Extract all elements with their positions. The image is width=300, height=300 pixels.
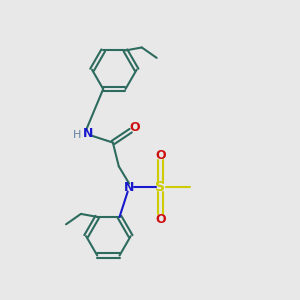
Text: O: O (155, 213, 166, 226)
Text: N: N (124, 181, 134, 194)
Text: O: O (155, 148, 166, 162)
Text: H: H (72, 130, 81, 140)
Text: N: N (82, 127, 93, 140)
Text: S: S (155, 180, 165, 194)
Text: O: O (129, 121, 140, 134)
